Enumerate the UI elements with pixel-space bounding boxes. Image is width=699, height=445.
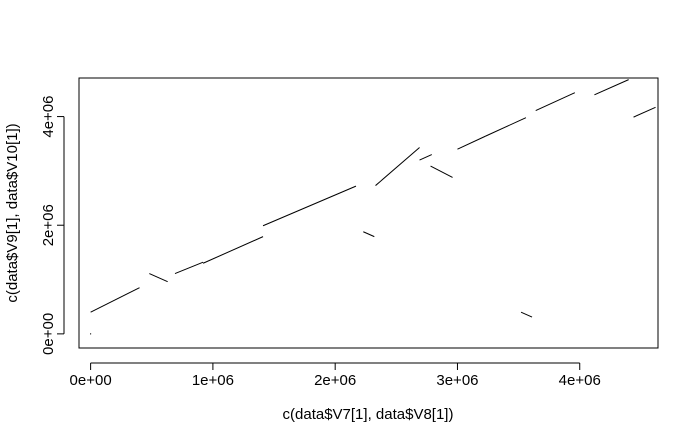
y-axis-label: c(data$V9[1], data$V10[1]) [4,123,21,302]
x-tick-label: 2e+06 [314,372,356,389]
y-axis: 0e+00 2e+06 4e+06 [40,96,65,355]
y-tick-label: 0e+00 [40,313,57,355]
plot-box [78,77,659,349]
data-segment [430,165,453,178]
x-axis: 0e+00 1e+06 2e+06 3e+06 4e+06 [70,362,601,389]
data-layer [90,79,656,335]
x-tick-label: 4e+06 [559,372,601,389]
data-segment [633,106,656,118]
data-segment [535,92,576,112]
data-segment [485,117,527,137]
data-segment [174,261,204,275]
data-segment [202,236,264,264]
y-tick-label: 4e+06 [40,96,57,138]
data-segment [262,185,357,227]
data-segment [375,147,420,186]
data-point [90,333,92,335]
x-axis-label: c(data$V7[1], data$V8[1]) [283,406,454,423]
x-tick-label: 0e+00 [70,372,112,389]
x-tick-label: 1e+06 [192,372,234,389]
data-segment [149,273,168,283]
x-tick-label: 3e+06 [436,372,478,389]
data-segment [594,79,629,96]
data-segment [363,231,375,238]
data-segment [419,154,432,161]
data-segment [90,287,140,313]
data-segment [457,135,486,150]
y-tick-label: 2e+06 [40,204,57,246]
data-segment [520,311,533,318]
